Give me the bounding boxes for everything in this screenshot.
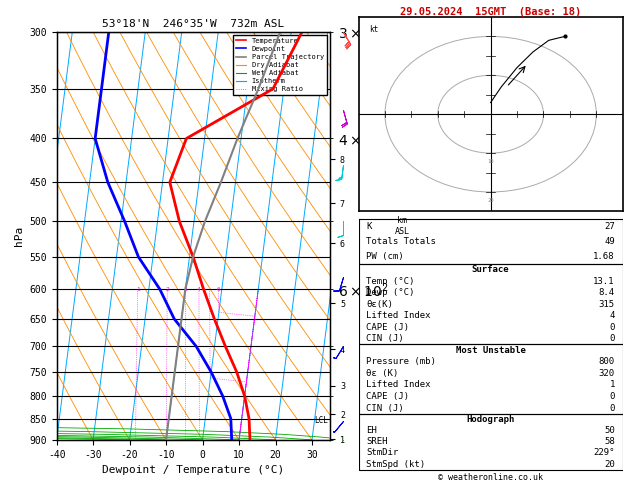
Text: 20: 20 xyxy=(487,198,494,203)
Text: EH: EH xyxy=(367,426,377,435)
Text: StmDir: StmDir xyxy=(367,449,399,457)
X-axis label: Dewpoint / Temperature (°C): Dewpoint / Temperature (°C) xyxy=(103,465,284,475)
Text: Surface: Surface xyxy=(472,265,509,275)
Text: Dewp (°C): Dewp (°C) xyxy=(367,288,415,297)
Text: 49: 49 xyxy=(604,237,615,246)
Text: Totals Totals: Totals Totals xyxy=(367,237,437,246)
Text: 58: 58 xyxy=(604,437,615,446)
Text: 27: 27 xyxy=(604,222,615,231)
Text: 10: 10 xyxy=(487,159,494,164)
Text: 29.05.2024  15GMT  (Base: 18): 29.05.2024 15GMT (Base: 18) xyxy=(400,7,581,17)
Text: © weatheronline.co.uk: © weatheronline.co.uk xyxy=(438,473,543,482)
Text: PW (cm): PW (cm) xyxy=(367,252,404,261)
Text: CAPE (J): CAPE (J) xyxy=(367,392,409,401)
Legend: Temperature, Dewpoint, Parcel Trajectory, Dry Adiabat, Wet Adiabat, Isotherm, Mi: Temperature, Dewpoint, Parcel Trajectory… xyxy=(233,35,326,95)
Text: Temp (°C): Temp (°C) xyxy=(367,277,415,286)
Text: 4: 4 xyxy=(197,287,201,292)
Text: 50: 50 xyxy=(604,426,615,435)
Text: kt: kt xyxy=(369,25,379,34)
Text: K: K xyxy=(367,222,372,231)
Text: 229°: 229° xyxy=(593,449,615,457)
Text: 4: 4 xyxy=(610,312,615,320)
Text: 1: 1 xyxy=(136,287,140,292)
Text: Pressure (mb): Pressure (mb) xyxy=(367,357,437,366)
Text: Lifted Index: Lifted Index xyxy=(367,312,431,320)
Text: 1.68: 1.68 xyxy=(593,252,615,261)
Text: 0: 0 xyxy=(610,392,615,401)
Text: SREH: SREH xyxy=(367,437,388,446)
Text: CIN (J): CIN (J) xyxy=(367,334,404,343)
Text: Hodograph: Hodograph xyxy=(467,415,515,424)
Text: LCL: LCL xyxy=(314,417,328,425)
Text: 3: 3 xyxy=(184,287,187,292)
Text: θε (K): θε (K) xyxy=(367,369,399,378)
Text: 320: 320 xyxy=(599,369,615,378)
Y-axis label: km
ASL: km ASL xyxy=(395,216,410,236)
Text: StmSpd (kt): StmSpd (kt) xyxy=(367,460,426,469)
Text: 8.4: 8.4 xyxy=(599,288,615,297)
Y-axis label: hPa: hPa xyxy=(14,226,24,246)
Text: 0: 0 xyxy=(610,334,615,343)
Text: CAPE (J): CAPE (J) xyxy=(367,323,409,332)
Text: Lifted Index: Lifted Index xyxy=(367,381,431,389)
Text: Most Unstable: Most Unstable xyxy=(455,346,526,355)
Text: CIN (J): CIN (J) xyxy=(367,403,404,413)
Text: 1: 1 xyxy=(610,381,615,389)
Text: 20: 20 xyxy=(604,460,615,469)
Text: θε(K): θε(K) xyxy=(367,300,393,309)
Text: 13.1: 13.1 xyxy=(593,277,615,286)
Text: 315: 315 xyxy=(599,300,615,309)
Text: 0: 0 xyxy=(610,403,615,413)
Title: 53°18'N  246°35'W  732m ASL: 53°18'N 246°35'W 732m ASL xyxy=(103,19,284,30)
Text: 800: 800 xyxy=(599,357,615,366)
Text: 6: 6 xyxy=(217,287,221,292)
Text: 0: 0 xyxy=(610,323,615,332)
Text: 2: 2 xyxy=(165,287,169,292)
